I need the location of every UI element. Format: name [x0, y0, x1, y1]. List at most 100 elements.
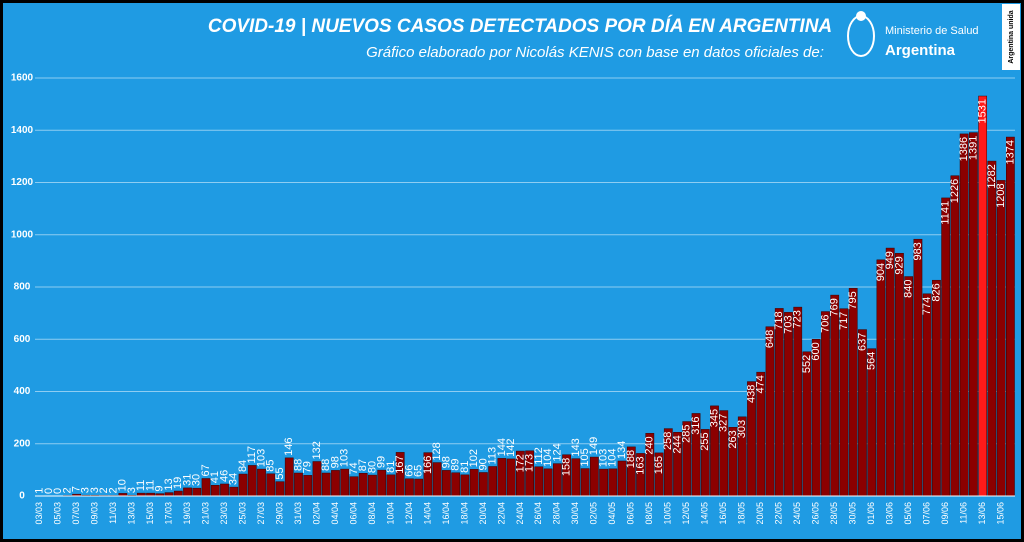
- value-label: 929: [893, 256, 905, 274]
- value-label: 163: [634, 456, 646, 474]
- x-tick-label: 24/04: [515, 502, 525, 525]
- value-label: 648: [764, 330, 776, 348]
- bar: [479, 472, 488, 497]
- value-label: 173: [524, 454, 536, 472]
- x-tick-label: 02/05: [589, 502, 599, 525]
- bar: [294, 472, 303, 497]
- x-tick-label: 25/03: [237, 502, 247, 525]
- bar: [275, 481, 285, 497]
- bar: [238, 473, 248, 497]
- value-label: 1141: [940, 201, 952, 225]
- value-label: 84: [237, 460, 249, 472]
- value-label: 74: [348, 462, 360, 474]
- value-label: 718: [773, 311, 785, 329]
- value-label: 303: [736, 420, 748, 438]
- value-label: 87: [357, 459, 369, 471]
- value-label: 1282: [986, 164, 998, 188]
- x-tick-label: 28/05: [829, 502, 839, 525]
- y-tick-label: 600: [14, 334, 31, 345]
- bar: [608, 468, 618, 497]
- x-tick-label: 27/03: [256, 502, 266, 525]
- value-label: 65: [413, 465, 425, 477]
- x-tick-label: 10/04: [385, 502, 395, 525]
- bar: [811, 339, 821, 497]
- value-label: 840: [903, 280, 915, 298]
- value-label: 1531: [977, 99, 989, 123]
- value-label: 88: [320, 459, 332, 471]
- bar: [1006, 136, 1015, 497]
- value-label: 117: [246, 446, 258, 464]
- x-tick-label: 03/03: [34, 502, 44, 525]
- x-tick-label: 12/05: [681, 502, 691, 525]
- x-tick-label: 14/04: [422, 502, 432, 525]
- emblem-sun: [856, 11, 866, 21]
- x-tick-label: 22/04: [496, 502, 506, 525]
- bar: [358, 473, 368, 497]
- value-label: 703: [782, 315, 794, 333]
- value-label: 88: [292, 459, 304, 471]
- bar: [876, 259, 886, 497]
- x-tick-label: 06/04: [348, 502, 358, 525]
- bar: [247, 465, 257, 497]
- value-label: 142: [505, 439, 517, 457]
- value-label: 7: [71, 486, 83, 492]
- value-label: 438: [745, 385, 757, 403]
- x-tick-label: 20/05: [755, 502, 765, 525]
- value-label: 826: [930, 283, 942, 301]
- y-tick-label: 0: [19, 491, 25, 502]
- value-label: 30: [191, 474, 203, 486]
- value-label: 637: [856, 333, 868, 351]
- value-label: 983: [912, 242, 924, 260]
- value-label: 1374: [1004, 140, 1016, 164]
- x-tick-label: 08/05: [644, 502, 654, 525]
- x-tick-label: 06/05: [626, 502, 636, 525]
- bar: [488, 466, 498, 497]
- x-tick-label: 04/04: [330, 502, 340, 525]
- x-tick-label: 05/06: [903, 502, 913, 525]
- x-tick-label: 30/05: [848, 502, 858, 525]
- bar: [839, 308, 849, 497]
- bar: [368, 474, 377, 497]
- value-label: 134: [616, 441, 628, 459]
- value-label: 774: [921, 297, 933, 315]
- value-label: 904: [875, 263, 887, 281]
- y-tick-label: 800: [14, 282, 31, 293]
- value-label: 105: [579, 448, 591, 466]
- x-tick-label: 04/05: [607, 502, 617, 525]
- bar: [913, 238, 923, 497]
- value-label: 81: [385, 461, 397, 473]
- value-label: 2: [98, 487, 110, 493]
- value-label: 2: [61, 487, 73, 493]
- bar: [405, 478, 414, 497]
- value-label: 67: [200, 464, 212, 476]
- y-tick-label: 1600: [11, 73, 34, 84]
- value-label: 255: [699, 432, 711, 450]
- value-label: 81: [459, 461, 471, 473]
- x-tick-label: 10/05: [663, 502, 673, 525]
- x-tick-label: 20/04: [478, 502, 488, 525]
- bar: [183, 487, 192, 497]
- x-tick-label: 11/03: [108, 502, 118, 524]
- value-label: 769: [829, 298, 841, 316]
- x-tick-label: 05/03: [52, 502, 62, 525]
- value-label: 146: [283, 437, 295, 455]
- x-tick-label: 18/04: [459, 502, 469, 525]
- badge-text: Argentina unida: [1008, 10, 1015, 63]
- value-label: 1208: [995, 183, 1007, 207]
- value-label: 103: [597, 449, 609, 467]
- bar: [210, 485, 220, 497]
- value-label: 31: [181, 474, 193, 486]
- bar: [349, 476, 359, 497]
- x-tick-label: 14/05: [700, 502, 710, 525]
- logo-line2: Argentina: [885, 42, 956, 59]
- value-label: 167: [394, 455, 406, 473]
- x-tick-label: 01/06: [866, 502, 876, 525]
- x-tick-label: 09/03: [89, 502, 99, 525]
- value-label: 19: [172, 477, 184, 489]
- value-label: 258: [662, 432, 674, 450]
- x-tick-label: 03/06: [885, 502, 895, 525]
- value-label: 85: [265, 460, 277, 472]
- bar: [885, 247, 895, 497]
- x-tick-label: 09/06: [940, 502, 950, 525]
- x-tick-label: 13/06: [977, 502, 987, 525]
